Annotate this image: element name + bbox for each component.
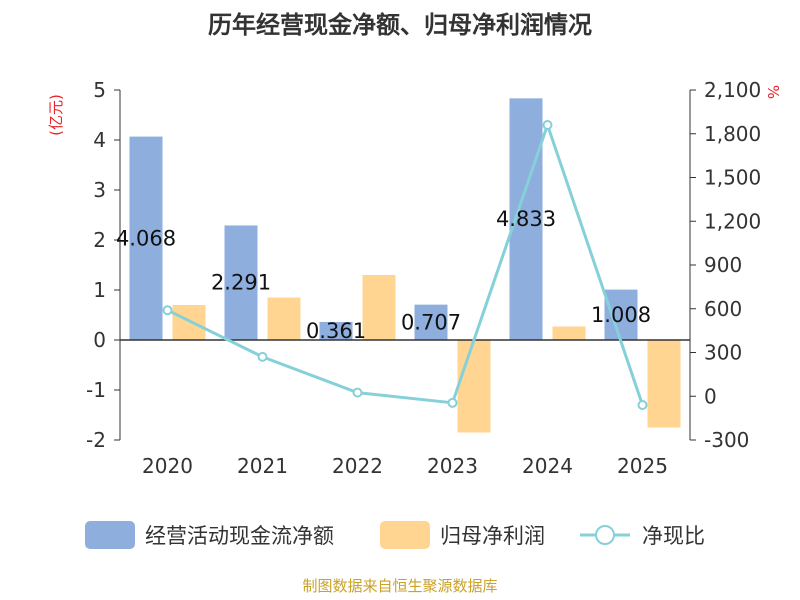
legend-swatch-ratio-marker (595, 525, 615, 545)
data-label: 4.833 (496, 207, 556, 231)
left-axis-tick-label: 2 (93, 228, 106, 252)
bar-net-profit (647, 340, 681, 428)
data-label: 0.361 (306, 319, 366, 343)
right-axis-tick-label: 0 (704, 384, 717, 408)
data-label: 4.068 (116, 226, 176, 250)
right-axis-tick-label: 2,100 (704, 78, 761, 102)
left-axis-tick-label: -2 (86, 428, 106, 452)
bar-net-profit (552, 326, 586, 340)
line-point (257, 351, 268, 362)
bar-operating-cash-flow (129, 136, 163, 340)
x-axis-tick-label: 2020 (142, 454, 193, 478)
right-axis-tick-label: 1,500 (704, 166, 761, 190)
chart-title: 历年经营现金净额、归母净利润情况 (208, 11, 592, 39)
source-note: 制图数据来自恒生聚源数据库 (302, 577, 497, 595)
left-axis-tick-label: -1 (86, 378, 106, 402)
bar-net-profit (457, 340, 491, 433)
legend-label-net-profit: 归母净利润 (440, 524, 545, 548)
left-axis-tick-label: 4 (93, 128, 106, 152)
data-label: 2.291 (211, 271, 271, 295)
right-axis-unit: % (764, 85, 782, 99)
x-axis-tick-label: 2023 (427, 454, 478, 478)
bar-net-profit (267, 297, 301, 340)
line-point (542, 120, 553, 130)
line-cash-to-profit-ratio (166, 120, 644, 406)
bar-net-profit (362, 275, 396, 340)
data-label: 1.008 (591, 303, 651, 327)
x-axis-tick-label: 2022 (332, 454, 383, 478)
right-axis-tick-label: 300 (704, 341, 742, 365)
legend-swatch-operating-cash-flow (85, 521, 135, 549)
line-point (447, 397, 458, 408)
line-point (637, 400, 648, 410)
line-point (162, 305, 173, 316)
bar-operating-cash-flow (224, 225, 258, 340)
legend-label-operating-cash-flow: 经营活动现金流净额 (145, 524, 334, 548)
x-axis-tick-label: 2021 (237, 454, 288, 478)
line-point (352, 387, 363, 398)
x-axis-tick-label: 2025 (617, 454, 668, 478)
right-axis-tick-label: 900 (704, 253, 742, 277)
right-axis-tick-label: 1,200 (704, 209, 761, 233)
bar-net-profit (172, 305, 206, 340)
left-axis-tick-label: 1 (93, 278, 106, 302)
right-axis-tick-label: 1,800 (704, 122, 761, 146)
data-label: 0.707 (401, 310, 461, 334)
bar-operating-cash-flow (414, 304, 448, 340)
legend[interactable]: 经营活动现金流净额 归母净利润 净现比 (85, 521, 705, 549)
left-axis-tick-label: 3 (93, 178, 106, 202)
left-axis-tick-label: 5 (93, 78, 106, 102)
right-axis-tick-label: -300 (704, 428, 749, 452)
left-axis-tick-label: 0 (93, 328, 106, 352)
bar-operating-cash-flow (604, 289, 638, 340)
legend-label-ratio: 净现比 (642, 524, 705, 548)
plot-area: 5 4 3 2 1 0 -1 -2 2,100 1,800 1,500 1,200 900 600 300 0… (86, 78, 761, 478)
legend-swatch-net-profit (380, 521, 430, 549)
left-axis-unit: (亿元) (47, 94, 65, 136)
bar-operating-cash-flow (319, 321, 353, 340)
x-axis-tick-label: 2024 (522, 454, 573, 478)
right-axis-tick-label: 600 (704, 297, 742, 321)
